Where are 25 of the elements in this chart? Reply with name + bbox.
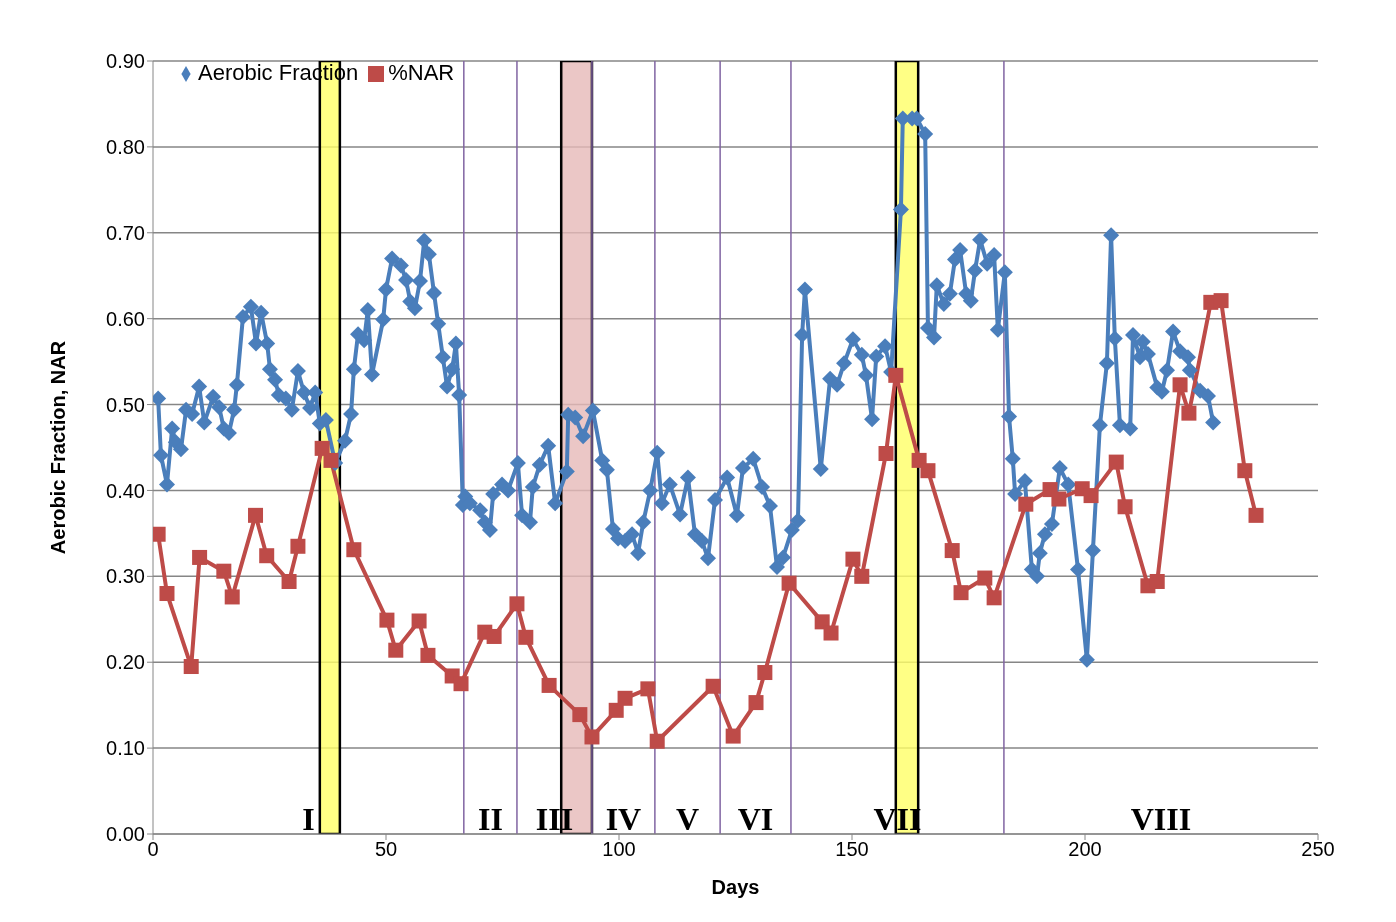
y-tick-label: 0.80 [106, 135, 145, 158]
annotation: VIII [1130, 801, 1192, 837]
annotation: V [675, 801, 700, 837]
annotation: IV [605, 801, 642, 837]
annotation: I [302, 801, 315, 837]
y-tick-label: 0.70 [106, 221, 145, 244]
x-tick-label: 150 [835, 838, 869, 861]
annotation: II [477, 801, 503, 837]
x-tick-label: 50 [374, 838, 398, 861]
y-tick-label: 0.60 [106, 307, 145, 330]
x-tick-label: 100 [602, 838, 636, 861]
y-tick-label: 0.20 [106, 651, 145, 674]
x-tick-label: 0 [147, 838, 159, 861]
x-tick-label: 250 [1301, 838, 1335, 861]
legend-label: %NAR [388, 60, 455, 85]
y-tick-label: 0.90 [106, 50, 145, 73]
x-axis-title: Days [711, 876, 760, 898]
y-tick-label: 0.10 [106, 737, 145, 760]
annotation: VI [737, 801, 774, 837]
y-tick-label: 0.00 [106, 823, 145, 846]
y-axis-title: Aerobic Fraction, NAR [47, 340, 70, 555]
y-tick-label: 0.30 [106, 565, 145, 588]
x-tick-label: 200 [1068, 838, 1102, 861]
y-tick-label: 0.50 [106, 393, 145, 416]
y-tick-label: 0.40 [106, 479, 145, 502]
